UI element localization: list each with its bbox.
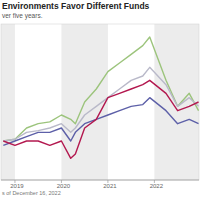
note: s of December 16, 2022 <box>2 190 61 196</box>
series-line <box>3 98 198 146</box>
series-line <box>3 80 198 158</box>
lines <box>3 37 198 158</box>
plot-frame <box>1 24 199 180</box>
x-tick-label: 2020 <box>57 183 71 189</box>
title: Environments Favor Different Funds <box>2 1 150 11</box>
x-tick-label: 2021 <box>103 183 117 189</box>
x-axis <box>1 180 199 181</box>
series-line <box>3 67 198 141</box>
series-line <box>3 37 198 141</box>
band <box>154 24 199 180</box>
chart: Environments Favor Different Fundsver fi… <box>0 0 200 200</box>
x-tick-label: 2022 <box>150 183 164 189</box>
x-tick-label: 2019 <box>10 183 24 189</box>
subtitle: ver five years. <box>2 12 43 20</box>
band <box>1 24 15 180</box>
